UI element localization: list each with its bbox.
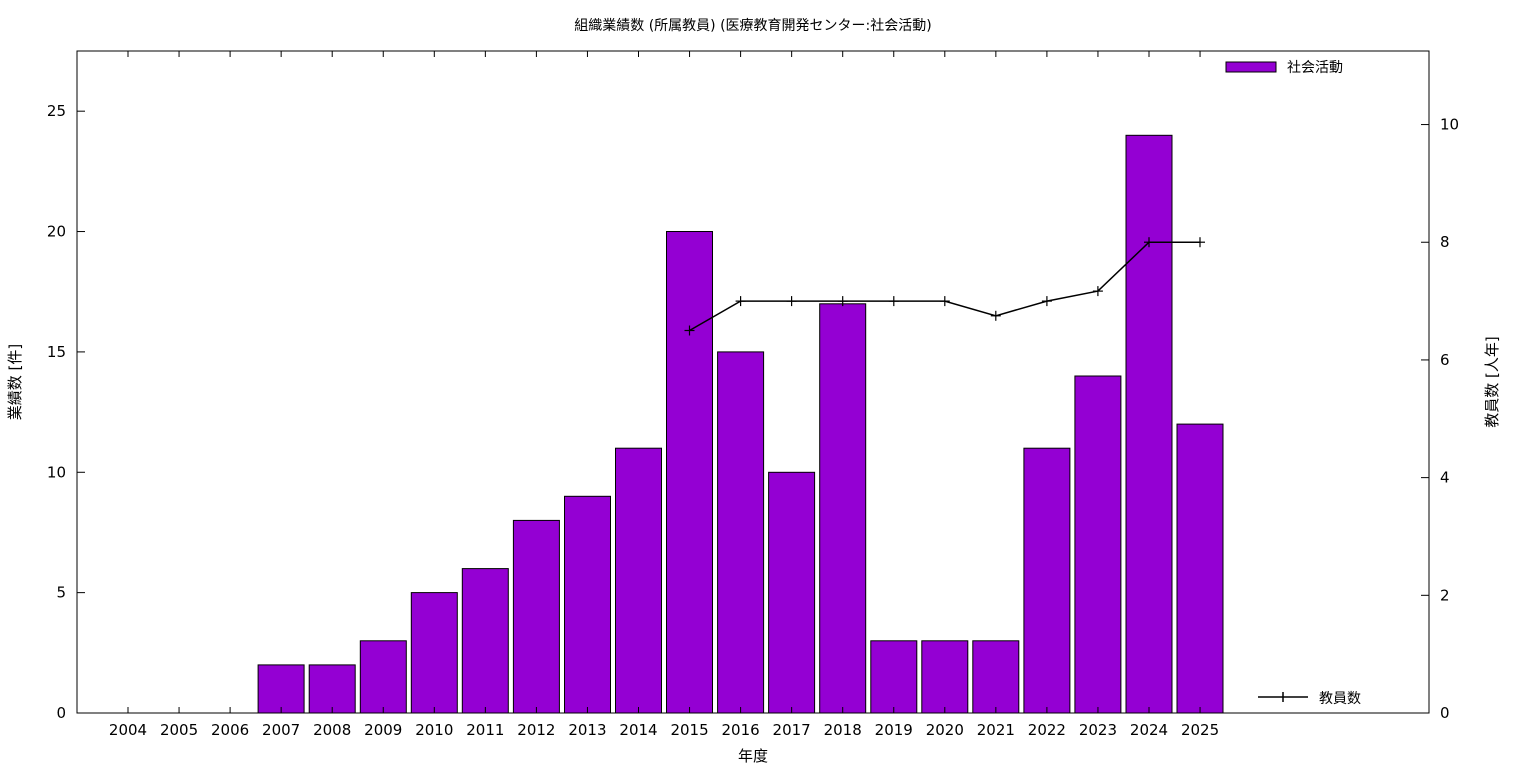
bar [870,640,918,714]
bar [666,231,713,714]
y-axis-label: 業績数 [件] [6,344,24,420]
bar [1176,423,1224,714]
x-tick-label: 2015 [670,721,708,739]
legend-bar-swatch [1225,61,1277,73]
x-tick-label: 2023 [1079,721,1117,739]
x-axis: 2004 2005 2006 2007 2008 2009 2010 2011 2012 2013… [109,51,1219,739]
x-tick-label: 2008 [313,721,351,739]
x-tick-label: 2024 [1130,721,1168,739]
line-series [684,237,1205,336]
bar [410,592,458,714]
y-tick-label: 25 [47,102,66,120]
x-tick-label: 2005 [160,721,198,739]
series-line [689,241,1200,332]
bar [564,495,611,714]
y-axis-left: 0 5 10 15 20 25 [47,102,85,722]
x-tick-label: 2010 [415,721,453,739]
bar [615,447,662,714]
y-tick-label: 0 [56,704,66,722]
bar [359,640,407,714]
bar [768,471,816,714]
x-tick-label: 2020 [926,721,964,739]
y-axis-right: 0 2 4 6 8 10 [1421,116,1459,722]
bar [512,519,560,714]
y-tick-label: 10 [47,463,66,481]
bar [972,640,1020,714]
x-tick-label: 2004 [109,721,147,739]
plot-frame [76,50,1430,714]
y-tick-label: 5 [56,584,66,602]
bar [819,303,867,714]
legend-bar: 社会活動 [1225,60,1343,76]
x-tick-label: 2013 [568,721,606,739]
bar [921,640,969,714]
bar [461,568,509,714]
x-tick-label: 2012 [517,721,555,739]
y2-tick-label: 8 [1440,233,1450,251]
x-tick-label: 2006 [211,721,249,739]
y2-tick-label: 6 [1440,351,1450,369]
x-tick-label: 2016 [722,721,760,739]
x-axis-label: 年度 [738,747,768,765]
y2-tick-label: 2 [1440,586,1450,604]
x-tick-label: 2021 [977,721,1015,739]
bar [717,351,765,714]
y2-tick-label: 4 [1440,469,1450,487]
bar [1074,375,1122,714]
x-tick-label: 2019 [875,721,913,739]
x-tick-label: 2009 [364,721,402,739]
x-tick-label: 2007 [262,721,300,739]
legend-line-label: 教員数 [1319,691,1361,707]
y2-tick-label: 0 [1440,704,1450,722]
bar-series [257,134,1224,714]
x-tick-label: 2022 [1028,721,1066,739]
x-tick-label: 2014 [619,721,657,739]
x-tick-label: 2011 [466,721,504,739]
y2-tick-label: 10 [1440,116,1459,134]
bar [308,664,356,714]
bar [257,664,305,714]
bar [1125,134,1173,714]
x-tick-label: 2025 [1181,721,1219,739]
y-tick-label: 20 [47,223,66,241]
legend-line: 教員数 [1258,691,1361,707]
bar [1023,447,1071,714]
x-tick-label: 2017 [773,721,811,739]
x-tick-label: 2018 [824,721,862,739]
chart-title: 組織業績数 (所属教員) (医療教育開発センター:社会活動) [574,17,931,34]
y2-axis-label: 教員数 [人年] [1483,336,1501,427]
legend-bar-label: 社会活動 [1287,60,1343,76]
y-tick-label: 15 [47,343,66,361]
